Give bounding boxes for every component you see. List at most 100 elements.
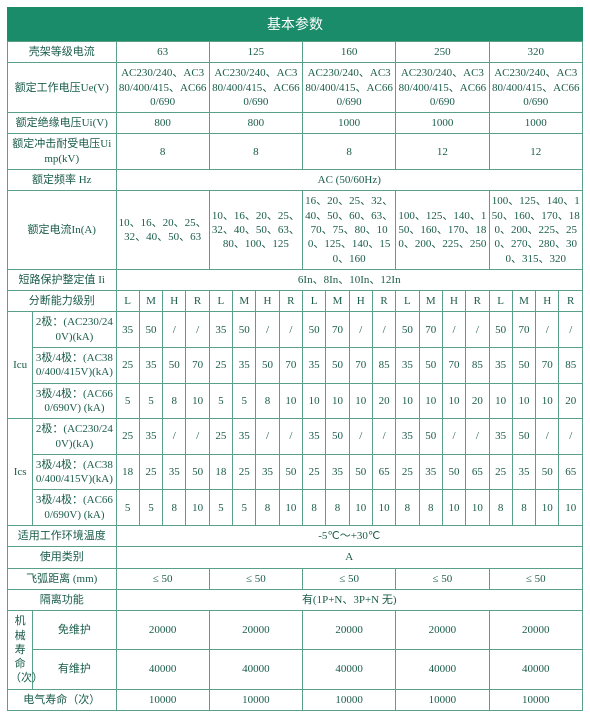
cell: 20 [559, 383, 583, 419]
sub-label: 免维护 [33, 611, 116, 650]
sub-label: 3极/4极：(AC380/400/415V)(kA) [33, 348, 116, 384]
row-label: 短路保护整定值 Ii [8, 269, 117, 290]
cell: 10 [303, 383, 326, 419]
cell: 35 [303, 419, 326, 455]
cell: 12 [489, 134, 583, 170]
row-label: 隔离功能 [8, 589, 117, 610]
cell: ≤ 50 [303, 568, 396, 589]
cell: 70 [349, 348, 372, 384]
row-label: 分断能力级别 [8, 291, 117, 312]
cell: 50 [396, 312, 419, 348]
table-row: 飞弧距离 (mm) ≤ 50 ≤ 50 ≤ 50 ≤ 50 ≤ 50 [8, 568, 583, 589]
row-label: Icu [8, 312, 33, 419]
table-row: 3极/4极：(AC380/400/415V)(kA) 1825355018253… [8, 454, 583, 490]
cell: -5℃～+30℃ [116, 526, 583, 547]
cell: 5 [116, 490, 139, 526]
cell: R [559, 291, 583, 312]
cell: 25 [303, 454, 326, 490]
cell: 35 [139, 348, 162, 384]
cell: 50 [303, 312, 326, 348]
cell: / [186, 312, 209, 348]
cell: 35 [233, 348, 256, 384]
cell: 70 [279, 348, 302, 384]
cell: 50 [279, 454, 302, 490]
cell: / [279, 419, 302, 455]
cell: 85 [559, 348, 583, 384]
cell: 8 [163, 383, 186, 419]
cell: 50 [512, 419, 535, 455]
cell: 50 [489, 312, 512, 348]
cell: 18 [209, 454, 232, 490]
cell: 35 [396, 419, 419, 455]
cell: 100、125、140、150、160、170、180、200、225、250 [396, 191, 489, 269]
cell: 125 [209, 42, 302, 63]
cell: 50 [349, 454, 372, 490]
cell: H [163, 291, 186, 312]
cell: 10 [349, 490, 372, 526]
cell: 10 [396, 383, 419, 419]
row-label: 电气寿命（次） [8, 689, 117, 710]
cell: H [442, 291, 465, 312]
row-label: 额定工作电压Ue(V) [8, 63, 117, 113]
cell: L [396, 291, 419, 312]
table-row: Ics 2极：(AC230/240V)(kA) 2535//2535//3550… [8, 419, 583, 455]
cell: 8 [326, 490, 349, 526]
cell: / [279, 312, 302, 348]
cell: 35 [209, 312, 232, 348]
cell: R [372, 291, 395, 312]
table-row: 短路保护整定值 Ii 6In、8In、10In、12In [8, 269, 583, 290]
cell: 50 [256, 348, 279, 384]
row-label: 飞弧距离 (mm) [8, 568, 117, 589]
cell: 20000 [209, 611, 302, 650]
cell: L [303, 291, 326, 312]
cell: M [326, 291, 349, 312]
table-row: 壳架等级电流 63 125 160 250 320 [8, 42, 583, 63]
cell: AC230/240、AC380/400/415、AC660/690 [396, 63, 489, 113]
cell: 25 [396, 454, 419, 490]
cell: 25 [209, 419, 232, 455]
cell: 10000 [116, 689, 209, 710]
cell: 320 [489, 42, 583, 63]
cell: / [256, 419, 279, 455]
cell: L [209, 291, 232, 312]
cell: 8 [512, 490, 535, 526]
cell: 5 [139, 383, 162, 419]
cell: A [116, 547, 583, 568]
table-row: 额定电流In(A) 10、16、20、25、32、40、50、63 10、16、… [8, 191, 583, 269]
cell: 70 [419, 312, 442, 348]
cell: 50 [512, 348, 535, 384]
cell: 有(1P+N、3P+N 无) [116, 589, 583, 610]
cell: 65 [559, 454, 583, 490]
cell: 35 [163, 454, 186, 490]
table-row: 额定绝缘电压Ui(V) 800 800 1000 1000 1000 [8, 113, 583, 134]
cell: 20000 [489, 611, 583, 650]
cell: 8 [163, 490, 186, 526]
cell: 20000 [116, 611, 209, 650]
cell: H [536, 291, 559, 312]
cell: 10 [279, 383, 302, 419]
cell: 160 [303, 42, 396, 63]
cell: / [372, 419, 395, 455]
cell: / [349, 312, 372, 348]
cell: / [186, 419, 209, 455]
cell: 10 [349, 383, 372, 419]
cell: 5 [209, 383, 232, 419]
table-row: 分断能力级别 LMHRLMHRLMHRLMHRLMHR [8, 291, 583, 312]
cell: H [349, 291, 372, 312]
cell: 25 [116, 419, 139, 455]
cell: 10 [466, 490, 489, 526]
cell: 10000 [489, 689, 583, 710]
cell: 10 [442, 490, 465, 526]
cell: / [256, 312, 279, 348]
cell: 70 [536, 348, 559, 384]
cell: / [442, 419, 465, 455]
cell: 10 [372, 490, 395, 526]
cell: AC230/240、AC380/400/415、AC660/690 [209, 63, 302, 113]
cell: / [536, 312, 559, 348]
cell: / [163, 312, 186, 348]
cell: 10、16、20、25、32、40、50、63、80、100、125 [209, 191, 302, 269]
cell: 35 [326, 454, 349, 490]
sub-label: 2极：(AC230/240V)(kA) [33, 419, 116, 455]
table-row: 3极/4极：(AC660/690V) (kA) 5581055810101010… [8, 383, 583, 419]
cell: 8 [256, 490, 279, 526]
